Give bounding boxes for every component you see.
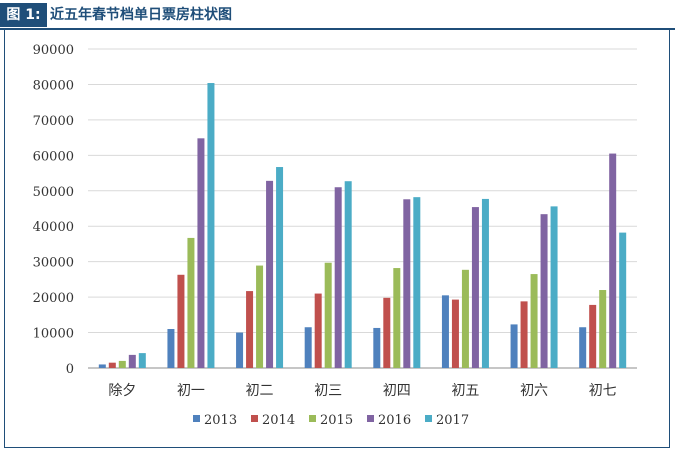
figure-header: 图 1: 近五年春节档单日票房柱状图	[0, 0, 675, 30]
bar-2013-6	[510, 324, 518, 368]
y-tick-label: 50000	[33, 185, 74, 200]
bar-2014-4	[383, 297, 391, 368]
y-tick-label: 90000	[33, 43, 74, 58]
bar-2017-1	[207, 83, 215, 368]
x-tick-label: 初六	[520, 382, 548, 399]
bar-2015-2	[256, 265, 264, 368]
legend-label: 2015	[320, 413, 353, 428]
figure-title: 近五年春节档单日票房柱状图	[50, 7, 232, 23]
y-tick-label: 80000	[33, 78, 74, 93]
bar-2013-3	[304, 327, 312, 368]
bar-2014-1	[177, 274, 185, 368]
bar-2016-3	[334, 187, 342, 368]
bar-2015-3	[324, 262, 332, 368]
frame-right-border	[669, 30, 670, 448]
bar-2016-5	[471, 207, 479, 368]
bar-2017-7	[619, 232, 627, 368]
x-tick-label: 初五	[451, 382, 479, 399]
bar-2016-0	[128, 354, 136, 368]
y-tick-label: 40000	[33, 220, 74, 235]
bar-2017-2	[276, 167, 284, 368]
bar-2013-0	[98, 364, 106, 368]
bar-2017-0	[138, 353, 146, 368]
bar-2014-2	[246, 291, 254, 368]
bar-2015-0	[118, 360, 126, 368]
bar-2013-2	[236, 332, 244, 368]
bar-2014-5	[451, 299, 459, 368]
bar-2014-7	[589, 304, 597, 368]
bar-2015-1	[187, 237, 195, 368]
legend-swatch-2015	[309, 415, 316, 422]
bar-2015-5	[461, 269, 469, 368]
figure-label: 图 1:	[0, 3, 47, 27]
bar-2014-0	[108, 362, 116, 368]
x-tick-label: 初三	[314, 382, 342, 399]
legend-label: 2014	[262, 413, 295, 428]
bar-2016-4	[403, 199, 411, 368]
bar-2017-5	[481, 198, 489, 368]
bar-2016-6	[540, 214, 548, 368]
frame-left-border	[4, 30, 5, 448]
x-tick-label: 初一	[177, 382, 205, 399]
y-tick-label: 30000	[33, 256, 74, 271]
x-tick-label: 初二	[246, 382, 274, 399]
x-tick-label: 除夕	[108, 383, 136, 399]
legend-swatch-2014	[251, 415, 258, 422]
legend-swatch-2017	[425, 415, 432, 422]
bar-2016-2	[266, 180, 274, 368]
legend-label: 2013	[204, 413, 237, 428]
x-tick-label: 初四	[383, 382, 411, 399]
header-rule	[0, 28, 675, 30]
bar-2016-7	[609, 153, 617, 368]
x-tick-label: 初七	[589, 382, 617, 399]
y-tick-label: 20000	[33, 291, 74, 306]
bar-2017-3	[344, 181, 352, 368]
bar-2017-4	[413, 197, 421, 368]
legend-swatch-2013	[193, 415, 200, 422]
bar-2013-7	[579, 327, 587, 368]
bar-2014-3	[314, 293, 322, 368]
bar-2015-4	[393, 268, 401, 368]
legend-label: 2017	[436, 413, 469, 428]
bar-2015-7	[599, 290, 607, 368]
frame-bottom-border	[4, 447, 670, 448]
bar-2017-6	[550, 206, 558, 368]
bar-2013-1	[167, 329, 175, 368]
legend-swatch-2016	[367, 415, 374, 422]
legend-label: 2016	[378, 413, 411, 428]
bar-2016-1	[197, 138, 205, 368]
y-tick-label: 70000	[33, 114, 74, 129]
y-tick-label: 0	[66, 362, 74, 377]
bar-2014-6	[520, 301, 528, 368]
bar-2013-4	[373, 327, 381, 368]
y-tick-label: 60000	[33, 149, 74, 164]
bar-2013-5	[441, 295, 449, 368]
y-tick-label: 10000	[33, 327, 74, 342]
bar-2015-6	[530, 274, 538, 368]
